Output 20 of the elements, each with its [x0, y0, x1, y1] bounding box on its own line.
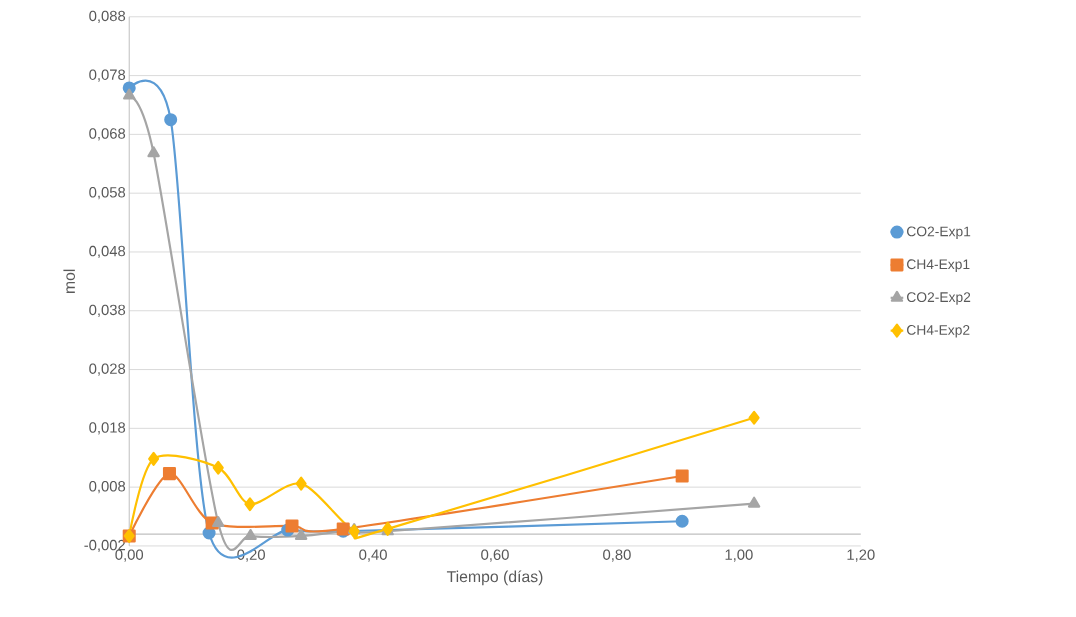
y-tick-label: 0,028: [89, 363, 126, 376]
x-tick-label: 0,60: [481, 549, 509, 562]
y-axis-title: mol: [63, 269, 75, 294]
x-tick-label: 0,80: [603, 549, 631, 562]
y-tick-label: 0,088: [89, 10, 126, 23]
y-tick-label: 0,068: [89, 128, 126, 141]
x-tick-label: 0,40: [359, 549, 387, 562]
y-tick-label: 0,018: [89, 422, 126, 435]
legend-label: CO2-Exp1: [907, 226, 971, 240]
y-tick-label: 0,048: [89, 245, 126, 259]
x-tick-label: 1,20: [847, 549, 875, 562]
x-tick-label: 1,00: [725, 549, 753, 562]
y-tick-label: 0,078: [89, 69, 126, 82]
legend-label: CO2-Exp2: [907, 292, 971, 305]
legend-label: CH4-Exp2: [907, 325, 970, 338]
y-tick-label: 0,058: [89, 187, 126, 200]
y-tick-label: 0,008: [89, 481, 126, 494]
y-tick-label: 0,038: [89, 304, 126, 317]
x-axis-title: Tiempo (días): [446, 570, 543, 586]
legend-label: CH4-Exp1: [907, 259, 970, 272]
